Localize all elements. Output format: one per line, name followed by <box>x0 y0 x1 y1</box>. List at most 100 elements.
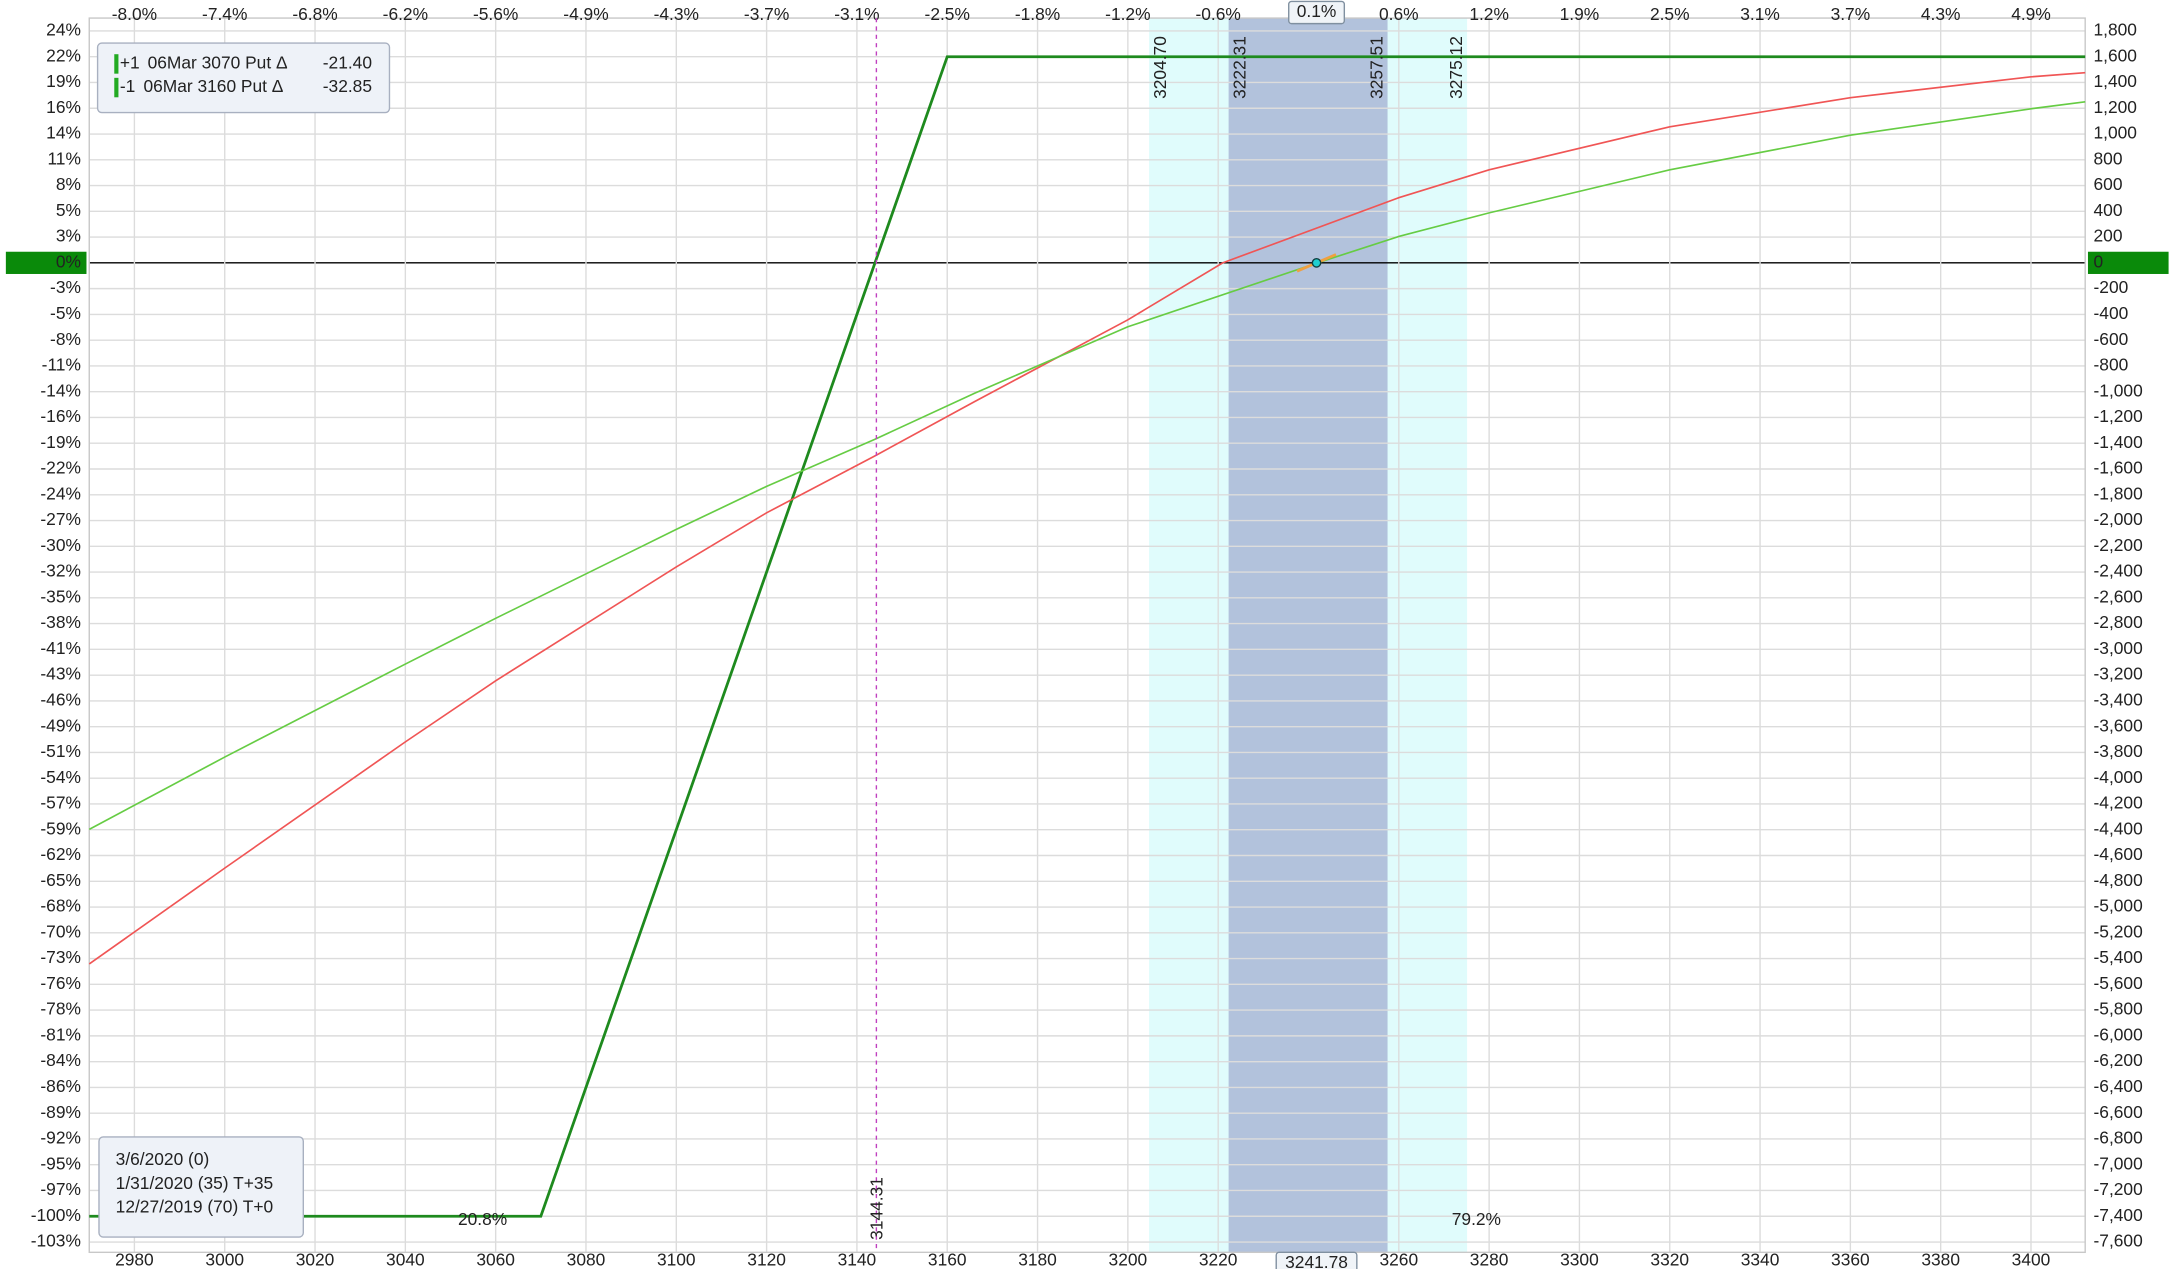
x-tick-label: 3100 <box>657 1249 696 1269</box>
x2-tick-label: -6.8% <box>292 4 337 24</box>
legend-box <box>96 42 391 114</box>
band-edge-label: 3257.51 <box>1366 36 1386 99</box>
x2-tick-label: 0.6% <box>1379 4 1419 24</box>
breakeven-label: 3144.31 <box>866 1177 886 1240</box>
x-tick-label: 3180 <box>1018 1249 1057 1269</box>
y-pct-tick-label: -11% <box>42 355 81 375</box>
x-tick-label: 3040 <box>386 1249 425 1269</box>
current-price-label: 3241.78 <box>1285 1252 1348 1269</box>
x2-tick-label: -4.9% <box>563 4 608 24</box>
x2-tick-label: -8.0% <box>112 4 157 24</box>
y-pct-tick-label: -49% <box>40 715 81 735</box>
y-tick-label: 800 <box>2094 148 2123 168</box>
x-tick-label: 3120 <box>747 1249 786 1269</box>
x-tick-label: 3000 <box>205 1249 244 1269</box>
y-pct-tick-label: -76% <box>40 973 81 993</box>
y-pct-tick-label: -100% <box>31 1205 81 1225</box>
y-tick-label: -2,200 <box>2094 535 2143 555</box>
y-tick-label: -7,600 <box>2094 1231 2143 1251</box>
probability-label: 20.8% <box>458 1209 507 1229</box>
y-pct-tick-label: 5% <box>56 200 81 220</box>
position-delta: -21.40 <box>323 53 372 73</box>
x-tick-label: 3260 <box>1379 1249 1418 1269</box>
x2-tick-label: -3.1% <box>834 4 879 24</box>
legend-entry: 3/6/2020 (0) <box>116 1149 210 1169</box>
y-tick-label: -200 <box>2094 277 2129 297</box>
y-pct-tick-label: -59% <box>40 818 81 838</box>
y-tick-label: -1,000 <box>2094 380 2143 400</box>
zero-highlight <box>5 251 87 274</box>
x-tick-label: 3380 <box>1921 1249 1960 1269</box>
y-pct-tick-label: -30% <box>40 535 81 555</box>
y-pct-tick-label: -16% <box>40 406 81 426</box>
position-description: 06Mar 3160 Put Δ <box>143 76 283 96</box>
x-tick-label: 3060 <box>476 1249 515 1269</box>
y-pct-tick-label: -54% <box>40 767 81 787</box>
y-tick-label: -4,200 <box>2094 793 2143 813</box>
current-price-dot <box>1311 257 1322 268</box>
y-tick-label: 600 <box>2094 174 2123 194</box>
y-tick-label: -6,000 <box>2094 1024 2143 1044</box>
legend-entry: 1/31/2020 (35) T+35 <box>116 1173 273 1193</box>
y-tick-label: -3,600 <box>2094 715 2143 735</box>
band-edge-label: 3204.70 <box>1150 36 1170 99</box>
y-tick-label: -3,800 <box>2094 741 2143 761</box>
x-tick-label: 3360 <box>1831 1249 1870 1269</box>
y-tick-label: -3,000 <box>2094 638 2143 658</box>
y-pct-tick-label: -73% <box>40 947 81 967</box>
x2-tick-label: 1.9% <box>1560 4 1600 24</box>
y-tick-label: 400 <box>2094 200 2123 220</box>
x2-tick-label: 4.3% <box>1921 4 1961 24</box>
x2-tick-label: -6.2% <box>383 4 428 24</box>
y-tick-label: 0 <box>2094 251 2104 271</box>
x2-tick-label: -2.5% <box>925 4 970 24</box>
y-pct-tick-label: -38% <box>40 612 81 632</box>
y-pct-tick-label: -81% <box>40 1024 81 1044</box>
y-tick-label: -5,000 <box>2094 896 2143 916</box>
x-tick-label: 3400 <box>2012 1249 2051 1269</box>
payoff-line <box>88 100 2086 831</box>
x-tick-label: 3320 <box>1650 1249 1689 1269</box>
y-pct-tick-label: -32% <box>40 561 81 581</box>
y-tick-label: -400 <box>2094 303 2129 323</box>
y-tick-label: -1,800 <box>2094 483 2143 503</box>
x2-tick-label: -5.6% <box>473 4 518 24</box>
y-pct-tick-label: -86% <box>40 1076 81 1096</box>
position-qty: +1 <box>120 53 140 73</box>
y-pct-tick-label: -46% <box>40 689 81 709</box>
y-tick-label: -5,600 <box>2094 973 2143 993</box>
x-tick-label: 3300 <box>1560 1249 1599 1269</box>
y-tick-label: -6,200 <box>2094 1050 2143 1070</box>
x2-tick-label: -3.7% <box>744 4 789 24</box>
y-tick-label: 1,000 <box>2094 123 2137 143</box>
y-tick-label: 1,600 <box>2094 45 2137 65</box>
position-legend: +1 06Mar 3070 Put Δ -21.40 -1 06Mar 3160 Put… <box>96 42 391 114</box>
y-pct-tick-label: 24% <box>46 20 81 40</box>
y-tick-label: -3,400 <box>2094 689 2143 709</box>
y-tick-label: -7,000 <box>2094 1153 2143 1173</box>
y-pct-tick-label: 8% <box>56 174 81 194</box>
legend-box <box>98 1136 304 1238</box>
y-pct-tick-label: -65% <box>40 870 81 890</box>
probability-band <box>1228 18 1388 1253</box>
y-pct-tick-label: 11% <box>47 148 80 168</box>
x2-tick-label: 1.2% <box>1469 4 1509 24</box>
bands <box>1149 18 1468 1253</box>
x-tick-label: 3220 <box>1199 1249 1238 1269</box>
x2-tick-label: -7.4% <box>202 4 247 24</box>
y-pct-tick-label: -84% <box>40 1050 81 1070</box>
y-tick-label: -2,600 <box>2094 586 2143 606</box>
y-tick-label: -4,400 <box>2094 818 2143 838</box>
y-tick-label: 1,200 <box>2094 97 2137 117</box>
y-pct-tick-label: 16% <box>46 97 81 117</box>
y-tick-label: -5,800 <box>2094 999 2143 1019</box>
y-tick-label: -2,400 <box>2094 561 2143 581</box>
position-delta: -32.85 <box>323 76 372 96</box>
x-tick-label: 3080 <box>567 1249 606 1269</box>
y-pct-tick-label: 22% <box>46 45 81 65</box>
y-pct-tick-label: -5% <box>50 303 81 323</box>
series-legend: 3/6/2020 (0) 1/31/2020 (35) T+35 12/27/201… <box>98 1136 304 1238</box>
y-tick-label: -1,400 <box>2094 432 2143 452</box>
